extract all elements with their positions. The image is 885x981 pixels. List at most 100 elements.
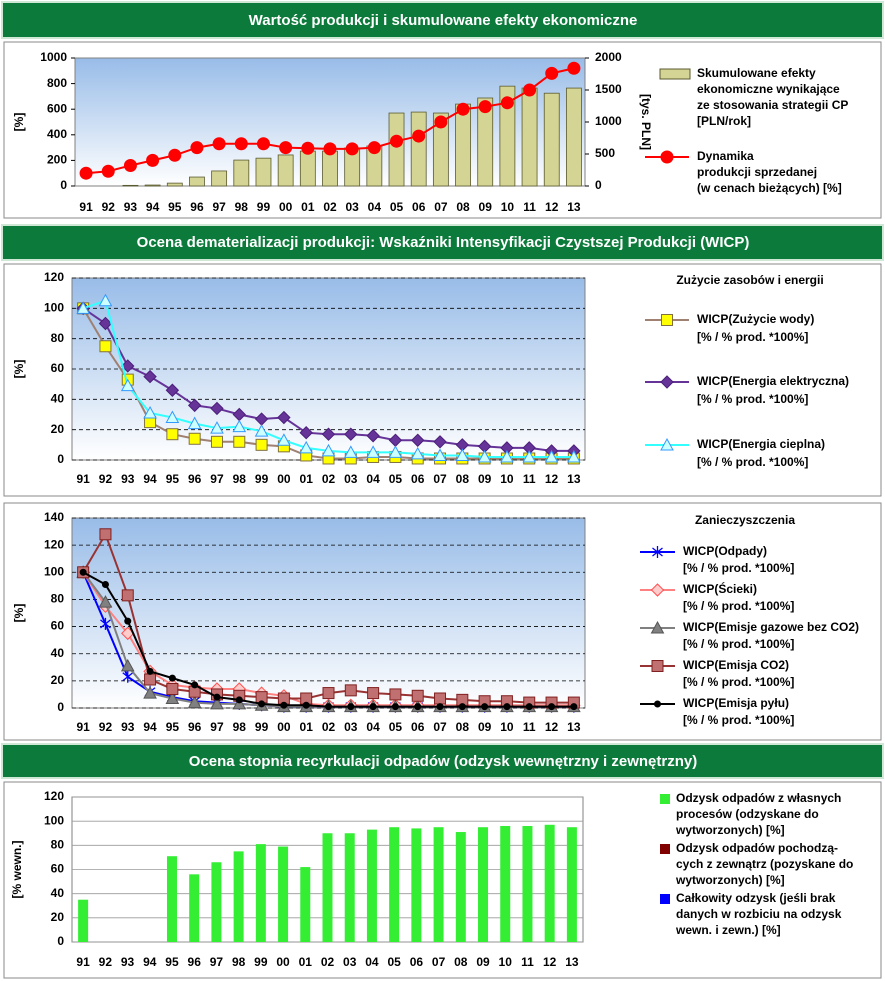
marker xyxy=(570,703,578,711)
marker xyxy=(143,686,157,699)
marker xyxy=(146,153,160,167)
bar xyxy=(500,826,511,942)
chart-title: Zużycie zasobów i energii xyxy=(676,273,823,287)
marker xyxy=(433,448,447,461)
y-tick-label: 40 xyxy=(51,392,65,406)
x-tick-label: 95 xyxy=(165,955,179,969)
y-tick-label: 140 xyxy=(44,510,64,524)
marker xyxy=(101,164,115,178)
x-tick-label: 96 xyxy=(188,720,202,734)
y-tick-label: 200 xyxy=(47,153,67,167)
x-tick-label: 03 xyxy=(343,955,357,969)
legend-label: Odzysk odpadów pochodzą-cych z zewnątrz … xyxy=(675,841,853,887)
marker xyxy=(500,449,514,463)
bar xyxy=(322,833,333,942)
x-tick-label: 08 xyxy=(456,472,470,486)
marker xyxy=(235,696,243,704)
y2-tick-label: 0 xyxy=(595,178,602,192)
marker xyxy=(232,419,247,433)
legend-marker xyxy=(660,150,674,164)
marker xyxy=(411,689,424,702)
x-tick-label: 13 xyxy=(565,955,579,969)
legend-marker xyxy=(660,375,674,389)
x-tick-label: 91 xyxy=(79,200,93,214)
x-tick-label: 97 xyxy=(210,955,224,969)
marker xyxy=(120,658,135,672)
x-tick-label: 10 xyxy=(499,955,513,969)
marker xyxy=(232,696,247,710)
bar xyxy=(166,856,177,942)
legend-swatch xyxy=(660,894,670,904)
bar xyxy=(455,832,466,942)
x-tick-label: 98 xyxy=(232,955,246,969)
marker xyxy=(369,703,377,711)
legend-label: WICP(Energia elektryczna) [% / % prod. *1… xyxy=(697,374,849,406)
marker xyxy=(344,684,357,697)
marker xyxy=(302,701,310,709)
x-tick-label: 01 xyxy=(299,955,313,969)
x-tick-label: 92 xyxy=(99,720,113,734)
y-tick-label: 20 xyxy=(51,422,65,436)
marker xyxy=(325,703,332,711)
bar xyxy=(499,85,516,187)
x-tick-label: 06 xyxy=(412,200,426,214)
bar xyxy=(255,844,266,942)
marker xyxy=(187,416,202,430)
legend-swatch xyxy=(660,844,670,854)
x-tick-label: 03 xyxy=(345,200,359,214)
bar xyxy=(433,827,444,942)
legend-label: Całkowity odzysk (jeśli brak danych w roz… xyxy=(675,891,842,937)
x-tick-label: 94 xyxy=(143,955,157,969)
x-tick-label: 09 xyxy=(476,955,490,969)
y-tick-label: 80 xyxy=(51,592,65,606)
x-tick-label: 10 xyxy=(500,720,514,734)
marker xyxy=(455,448,470,461)
marker xyxy=(391,703,399,711)
bar xyxy=(477,97,494,187)
y-axis-label: [%] xyxy=(12,604,26,623)
x-tick-label: 13 xyxy=(567,200,581,214)
marker xyxy=(99,340,112,353)
marker xyxy=(503,703,511,711)
marker xyxy=(477,449,492,463)
marker xyxy=(347,703,355,711)
x-tick-label: 98 xyxy=(233,720,247,734)
marker xyxy=(322,687,335,700)
legend-label: WICP(Emisje gazowe bez CO2) [% / % prod. … xyxy=(683,620,859,651)
x-tick-label: 05 xyxy=(387,955,401,969)
marker xyxy=(321,443,336,457)
marker xyxy=(523,83,537,97)
bar xyxy=(566,827,577,942)
bar xyxy=(233,159,250,187)
x-tick-label: 12 xyxy=(545,720,559,734)
y-axis-label: [% wewn.] xyxy=(10,840,24,898)
marker xyxy=(500,96,514,110)
x-tick-label: 93 xyxy=(121,720,135,734)
y-tick-label: 800 xyxy=(47,76,67,90)
marker xyxy=(191,681,199,689)
bar xyxy=(144,184,161,187)
x-tick-label: 93 xyxy=(121,472,135,486)
header-bar xyxy=(1,743,884,779)
legend-marker xyxy=(650,583,665,597)
bar xyxy=(300,867,311,942)
x-tick-label: 94 xyxy=(143,472,157,486)
marker xyxy=(344,427,358,441)
y-tick-label: 120 xyxy=(44,789,64,803)
marker xyxy=(411,433,425,447)
marker xyxy=(343,445,358,458)
x-tick-label: 02 xyxy=(322,720,336,734)
x-tick-label: 04 xyxy=(366,720,380,734)
legend-marker xyxy=(652,546,663,558)
marker xyxy=(433,435,447,449)
marker xyxy=(165,691,180,704)
marker xyxy=(123,159,137,173)
x-tick-label: 09 xyxy=(478,472,492,486)
x-tick-label: 00 xyxy=(276,955,290,969)
x-tick-label: 03 xyxy=(344,720,358,734)
legend-label: Dynamika produkcji sprzedanej (w cenach bi… xyxy=(697,149,842,195)
header-bar xyxy=(1,1,884,39)
bar xyxy=(410,111,427,187)
marker xyxy=(301,141,315,155)
marker xyxy=(277,410,291,425)
